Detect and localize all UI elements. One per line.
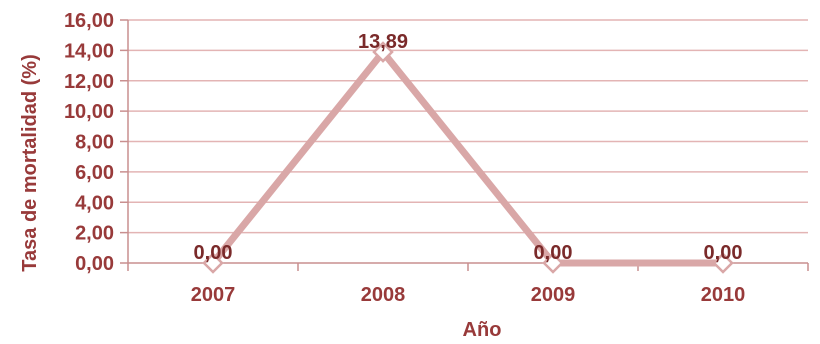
grid-layer bbox=[128, 19, 808, 234]
label-layer: 0,00 13,89 0,00 0,00 bbox=[194, 31, 743, 264]
data-point-2009 bbox=[542, 252, 564, 274]
data-point-2010 bbox=[712, 252, 734, 274]
y-tick-label-2: 4,00 bbox=[75, 192, 114, 214]
y-tick-label-1: 2,00 bbox=[75, 223, 114, 245]
series-line-0 bbox=[209, 48, 727, 267]
series-layer bbox=[202, 41, 734, 274]
y-tick-label-6: 12,00 bbox=[64, 71, 114, 93]
data-point-2008 bbox=[372, 41, 394, 63]
axis-layer: 0,00 2,00 4,00 6,00 8,00 10,00 12,00 14,00 16,00… bbox=[64, 10, 809, 306]
y-tick-label-5: 10,00 bbox=[64, 101, 114, 123]
y-tick-label-3: 6,00 bbox=[75, 162, 114, 184]
y-tick-label-7: 14,00 bbox=[64, 40, 114, 62]
data-label-2008: 13,89 bbox=[358, 31, 408, 53]
y-axis-title: Tasa de mortalidad (%) bbox=[19, 54, 41, 271]
y-tick-label-8: 16,00 bbox=[64, 10, 114, 32]
y-tick-label-4: 8,00 bbox=[75, 132, 114, 154]
x-tick-label-2008: 2008 bbox=[361, 284, 406, 306]
x-tick-label-2010: 2010 bbox=[701, 284, 746, 306]
data-label-2010: 0,00 bbox=[704, 242, 743, 264]
y-tick-label-0: 0,00 bbox=[75, 253, 114, 275]
data-point-2007 bbox=[202, 252, 224, 274]
data-label-2007: 0,00 bbox=[194, 242, 233, 264]
x-axis-title: Año bbox=[463, 319, 502, 339]
x-tick-label-2009: 2009 bbox=[531, 284, 576, 306]
data-label-2009: 0,00 bbox=[534, 242, 573, 264]
x-tick-label-2007: 2007 bbox=[191, 284, 236, 306]
